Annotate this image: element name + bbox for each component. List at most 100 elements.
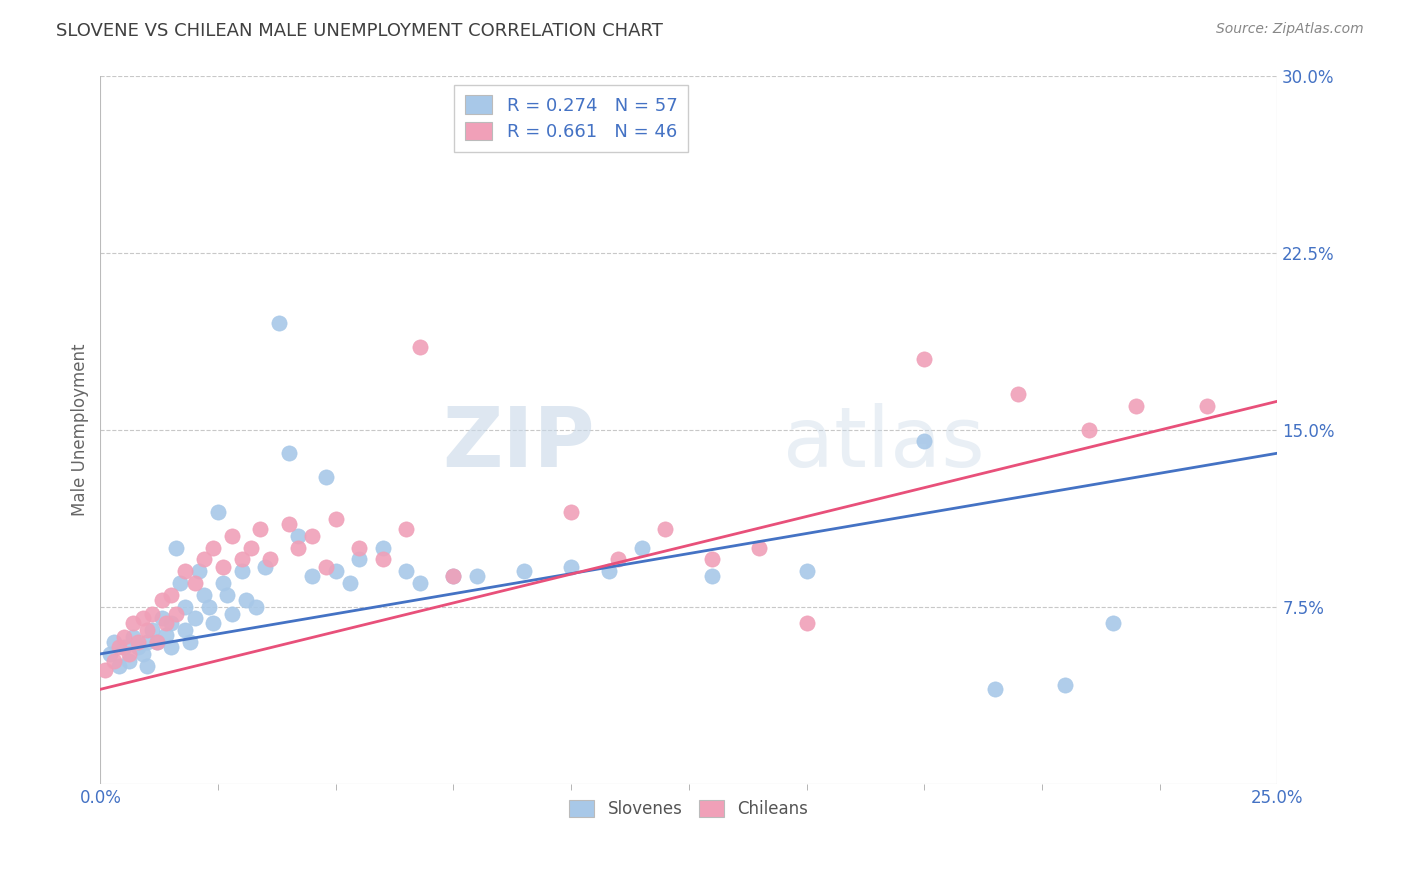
Point bbox=[136, 658, 159, 673]
Point bbox=[254, 559, 277, 574]
Point bbox=[108, 658, 131, 673]
Point bbox=[103, 635, 125, 649]
Point bbox=[136, 624, 159, 638]
Y-axis label: Male Unemployment: Male Unemployment bbox=[72, 343, 89, 516]
Point bbox=[240, 541, 263, 555]
Point bbox=[1007, 387, 1029, 401]
Point bbox=[315, 470, 337, 484]
Point bbox=[207, 505, 229, 519]
Point bbox=[193, 552, 215, 566]
Point bbox=[235, 592, 257, 607]
Point bbox=[513, 564, 536, 578]
Point bbox=[160, 616, 183, 631]
Point bbox=[1054, 677, 1077, 691]
Point bbox=[160, 588, 183, 602]
Point bbox=[155, 616, 177, 631]
Point bbox=[132, 647, 155, 661]
Point bbox=[441, 569, 464, 583]
Point bbox=[150, 611, 173, 625]
Point bbox=[301, 569, 323, 583]
Point bbox=[465, 569, 488, 583]
Point bbox=[339, 576, 361, 591]
Point bbox=[94, 664, 117, 678]
Point bbox=[325, 564, 347, 578]
Point bbox=[202, 616, 225, 631]
Point bbox=[395, 564, 418, 578]
Legend: Slovenes, Chileans: Slovenes, Chileans bbox=[562, 794, 815, 825]
Point bbox=[371, 541, 394, 555]
Point bbox=[796, 616, 818, 631]
Point bbox=[136, 635, 159, 649]
Point bbox=[409, 576, 432, 591]
Point bbox=[702, 569, 724, 583]
Point bbox=[103, 654, 125, 668]
Point bbox=[141, 624, 163, 638]
Point bbox=[211, 559, 233, 574]
Point bbox=[245, 599, 267, 614]
Point bbox=[1195, 399, 1218, 413]
Point bbox=[325, 512, 347, 526]
Point bbox=[560, 559, 582, 574]
Point bbox=[117, 647, 139, 661]
Point bbox=[654, 522, 676, 536]
Point bbox=[197, 599, 219, 614]
Point bbox=[984, 682, 1007, 697]
Point bbox=[395, 522, 418, 536]
Point bbox=[150, 592, 173, 607]
Point bbox=[174, 624, 197, 638]
Point bbox=[221, 607, 243, 621]
Point bbox=[1125, 399, 1147, 413]
Point bbox=[188, 564, 211, 578]
Point bbox=[607, 552, 630, 566]
Point bbox=[146, 635, 169, 649]
Point bbox=[277, 517, 299, 532]
Point bbox=[112, 631, 135, 645]
Point bbox=[221, 529, 243, 543]
Point bbox=[315, 559, 337, 574]
Point bbox=[165, 541, 187, 555]
Point bbox=[127, 635, 149, 649]
Point bbox=[269, 317, 291, 331]
Point bbox=[441, 569, 464, 583]
Point bbox=[165, 607, 187, 621]
Point bbox=[287, 529, 309, 543]
Point bbox=[371, 552, 394, 566]
Point bbox=[912, 434, 935, 449]
Text: SLOVENE VS CHILEAN MALE UNEMPLOYMENT CORRELATION CHART: SLOVENE VS CHILEAN MALE UNEMPLOYMENT COR… bbox=[56, 22, 664, 40]
Point bbox=[349, 541, 371, 555]
Point bbox=[287, 541, 309, 555]
Point bbox=[560, 505, 582, 519]
Point bbox=[112, 640, 135, 654]
Point bbox=[141, 607, 163, 621]
Point bbox=[127, 640, 149, 654]
Text: ZIP: ZIP bbox=[441, 403, 595, 484]
Point bbox=[174, 564, 197, 578]
Point bbox=[1078, 423, 1101, 437]
Point bbox=[179, 635, 201, 649]
Point bbox=[217, 588, 239, 602]
Point bbox=[122, 631, 145, 645]
Point bbox=[630, 541, 652, 555]
Point bbox=[598, 564, 620, 578]
Point bbox=[702, 552, 724, 566]
Point bbox=[211, 576, 233, 591]
Point bbox=[796, 564, 818, 578]
Point bbox=[277, 446, 299, 460]
Point bbox=[122, 616, 145, 631]
Point bbox=[202, 541, 225, 555]
Point bbox=[748, 541, 770, 555]
Point bbox=[169, 576, 191, 591]
Point bbox=[155, 628, 177, 642]
Point bbox=[409, 340, 432, 354]
Text: atlas: atlas bbox=[783, 403, 984, 484]
Point bbox=[231, 552, 253, 566]
Point bbox=[108, 640, 131, 654]
Point bbox=[160, 640, 183, 654]
Point bbox=[249, 522, 271, 536]
Point bbox=[349, 552, 371, 566]
Point bbox=[193, 588, 215, 602]
Point bbox=[259, 552, 281, 566]
Point bbox=[117, 654, 139, 668]
Point bbox=[132, 611, 155, 625]
Point bbox=[1101, 616, 1123, 631]
